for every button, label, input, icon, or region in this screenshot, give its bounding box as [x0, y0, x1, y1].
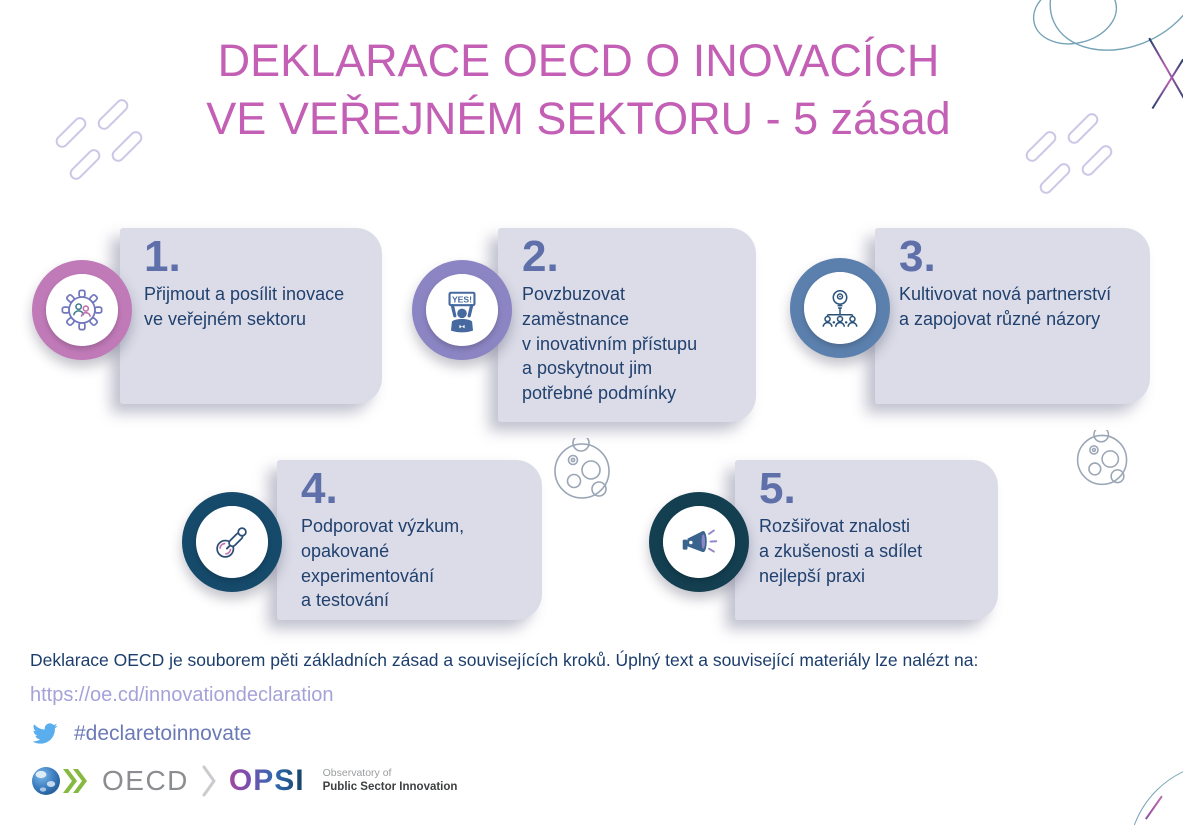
- separator-chevron-icon: [202, 765, 216, 797]
- principle-number: 4.: [301, 464, 338, 513]
- twitter-bird-icon: [32, 723, 58, 744]
- principle-number: 1.: [144, 232, 181, 281]
- opsi-subtitle: Observatory of Public Sector Innovation: [323, 767, 458, 795]
- principle-text: Podporovat výzkum, opakované experimento…: [301, 516, 465, 611]
- declaration-link[interactable]: https://oe.cd/innovationdeclaration: [30, 684, 334, 706]
- svg-text:YES!: YES!: [452, 294, 472, 304]
- twitter-row: #declaretoinnovate: [30, 721, 251, 746]
- yes-sign-person-icon: YES!: [448, 291, 476, 333]
- principle-badge-2: YES!: [412, 260, 512, 360]
- logo-row: OECD OPSI Observatory of Public Sector I…: [30, 762, 457, 800]
- hashtag-link[interactable]: #declaretoinnovate: [74, 721, 252, 745]
- dropper-dish-icon: [216, 527, 247, 558]
- opsi-wordmark: OPSI: [228, 764, 305, 797]
- principle-card-1: 1. Přijmout a posílit inovace ve veřejné…: [120, 228, 382, 404]
- principle-card-3: 3. Kultivovat nová partnerství a zapojov…: [875, 228, 1150, 404]
- petri-dish-decoration: [554, 438, 610, 499]
- oecd-wordmark: OECD: [102, 765, 189, 796]
- principle-text: Rozšiřovat znalosti a zkušenosti a sdíle…: [759, 516, 923, 586]
- principle-badge-3: [790, 258, 890, 358]
- principle-text: Kultivovat nová partnerství a zapojovat …: [899, 284, 1112, 329]
- footer-note: Deklarace OECD je souborem pěti základní…: [30, 650, 979, 670]
- principle-text: Přijmout a posílit inovace ve veřejném s…: [144, 284, 345, 329]
- gear-people-icon: [61, 289, 103, 331]
- page-title-line1: DEKLARACE OECD O INOVACÍCH: [217, 35, 940, 86]
- principle-badge-1: [32, 260, 132, 360]
- loop-decoration: [1032, 0, 1183, 51]
- opsi-subtitle-line2: Public Sector Innovation: [322, 781, 458, 794]
- page-title: DEKLARACE OECD O INOVACÍCH VE VEŘEJNÉM S…: [0, 32, 1183, 147]
- megaphone-icon: [682, 529, 718, 553]
- page-title-line2: VE VEŘEJNÉM SEKTORU - 5 zásad: [206, 92, 951, 144]
- principle-number: 3.: [899, 232, 936, 281]
- principle-badge-5: [649, 492, 749, 592]
- lightbulb-network-icon: [822, 289, 858, 327]
- principle-number: 5.: [759, 464, 796, 513]
- principle-card-5: 5. Rozšiřovat znalosti a zkušenosti a sd…: [735, 460, 998, 620]
- principle-badge-4: [182, 492, 282, 592]
- principle-card-4: 4. Podporovat výzkum, opakované experime…: [277, 460, 542, 620]
- slash-icon: [66, 146, 104, 183]
- principle-text: Povzbuzovat zaměstnance v inovativním př…: [522, 284, 698, 403]
- oecd-globe-icon: [32, 767, 87, 795]
- slash-icon: [1036, 160, 1074, 197]
- principle-card-2: 2. Povzbuzovat zaměstnance v inovativním…: [498, 228, 756, 422]
- principle-number: 2.: [522, 232, 559, 281]
- opsi-subtitle-line1: Observatory of: [322, 767, 392, 780]
- petri-dish-decoration: [1076, 430, 1128, 486]
- arc-decoration: [1128, 762, 1183, 825]
- slash-icon: [1078, 142, 1116, 179]
